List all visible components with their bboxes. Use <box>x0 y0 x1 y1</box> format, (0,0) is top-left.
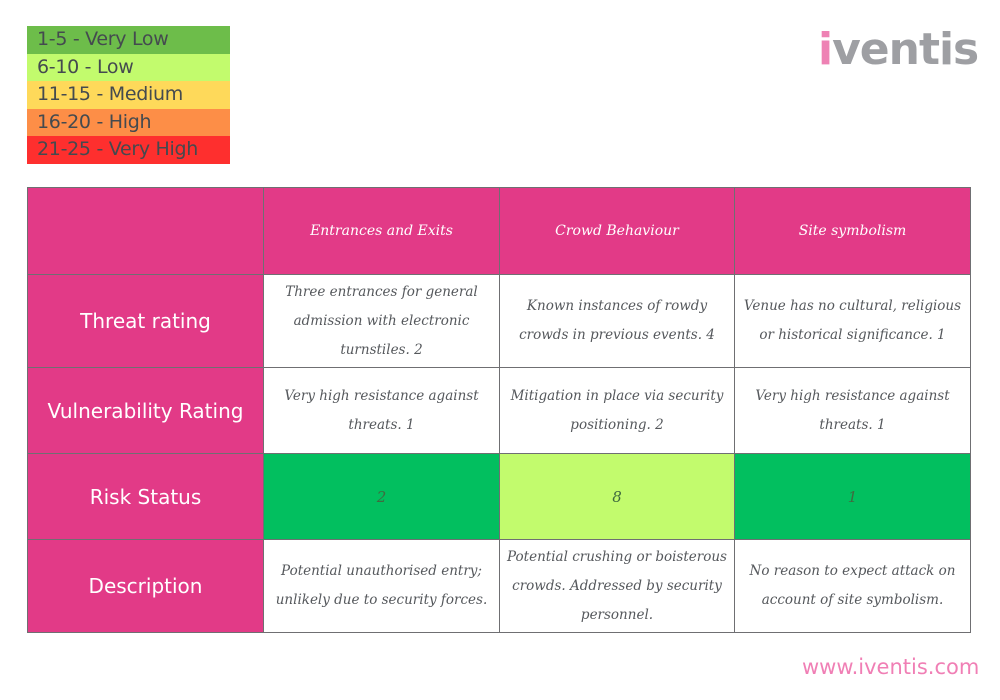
row-label: Risk Status <box>27 453 264 540</box>
legend-medium: 11-15 - Medium <box>27 81 230 109</box>
table-cell: Venue has no cultural, religious or hist… <box>734 274 971 368</box>
column-header: Site symbolism <box>734 187 971 275</box>
row-label: Description <box>27 539 264 633</box>
risk-legend: 1-5 - Very Low 6-10 - Low 11-15 - Medium… <box>27 26 230 164</box>
legend-high: 16-20 - High <box>27 108 230 136</box>
legend-low: 6-10 - Low <box>27 53 230 81</box>
header-row: Entrances and Exits Crowd Behaviour Site… <box>27 187 971 275</box>
table-row-threat: Threat rating Three entrances for genera… <box>27 274 971 368</box>
column-header: Crowd Behaviour <box>499 187 735 275</box>
table-cell: Very high resistance against threats. 1 <box>263 367 500 454</box>
row-label: Vulnerability Rating <box>27 367 264 454</box>
table-cell: Potential crushing or boisterous crowds.… <box>499 539 735 633</box>
table-cell: No reason to expect attack on account of… <box>734 539 971 633</box>
footer-url[interactable]: www.iventis.com <box>802 655 980 679</box>
risk-cell: 1 <box>734 453 971 540</box>
row-label: Threat rating <box>27 274 264 368</box>
table-cell: Very high resistance against threats. 1 <box>734 367 971 454</box>
corner-cell <box>27 187 264 275</box>
risk-cell: 2 <box>263 453 500 540</box>
table-row-vulnerability: Vulnerability Rating Very high resistanc… <box>27 367 971 454</box>
risk-cell: 8 <box>499 453 735 540</box>
table-cell: Three entrances for general admission wi… <box>263 274 500 368</box>
table-cell: Known instances of rowdy crowds in previ… <box>499 274 735 368</box>
column-header: Entrances and Exits <box>263 187 500 275</box>
legend-very-low: 1-5 - Very Low <box>27 26 230 54</box>
iventis-logo: iventis <box>818 24 979 75</box>
table-row-risk-status: Risk Status 2 8 1 <box>27 453 971 540</box>
risk-assessment-table: Entrances and Exits Crowd Behaviour Site… <box>27 187 971 633</box>
table-row-description: Description Potential unauthorised entry… <box>27 539 971 633</box>
legend-very-high: 21-25 - Very High <box>27 136 230 164</box>
table-cell: Mitigation in place via security positio… <box>499 367 735 454</box>
table-cell: Potential unauthorised entry; unlikely d… <box>263 539 500 633</box>
